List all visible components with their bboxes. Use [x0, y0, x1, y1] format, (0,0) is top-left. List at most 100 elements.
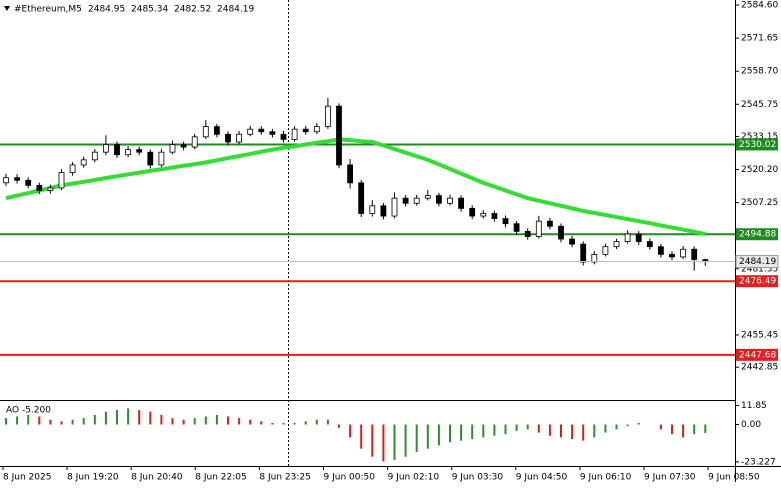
candle-body: [147, 151, 154, 166]
level-label: 2530.02: [739, 140, 776, 150]
candle-body: [324, 105, 331, 128]
ao-title: AO -5.200: [6, 406, 51, 416]
candle-body: [380, 205, 387, 217]
y-tick-label: 2584.60: [741, 1, 778, 11]
candle-body: [280, 133, 287, 140]
candle-body: [513, 223, 520, 232]
x-tick-label: 9 Jun 08:50: [708, 473, 760, 483]
candle-body: [613, 241, 620, 248]
candle-body: [336, 105, 342, 166]
candle-body: [80, 159, 87, 166]
level-label-box: [736, 228, 778, 241]
candle-body: [391, 197, 398, 217]
ao-tick-label: 0.00: [741, 420, 761, 430]
candle-body: [480, 213, 487, 217]
menu-arrow[interactable]: [4, 6, 10, 11]
x-tick-label: 8 Jun 20:40: [131, 473, 183, 483]
candle-body: [369, 205, 376, 214]
ao-tick-label: 11.85: [741, 401, 767, 411]
candle-body: [469, 207, 476, 217]
x-tick-label: 8 Jun 2025: [3, 473, 51, 483]
header-close: 2484.19: [217, 5, 254, 15]
candle-body: [302, 128, 309, 133]
moving-average: [5, 137, 706, 236]
candle-body: [424, 195, 431, 199]
candle-body: [447, 197, 453, 204]
candle-body: [402, 197, 409, 204]
header-low: 2482.52: [174, 5, 211, 15]
candle-body: [91, 151, 98, 161]
candle-body: [435, 195, 442, 204]
x-tick-label: 9 Jun 04:50: [516, 473, 568, 483]
candle-body: [269, 131, 276, 135]
candle-body: [202, 126, 209, 138]
x-tick-label: 9 Jun 06:10: [580, 473, 632, 483]
y-tick-label: 2545.75: [741, 100, 778, 110]
current-price-label: 2484.19: [739, 257, 776, 267]
candle-body: [36, 184, 43, 191]
candle-body: [358, 182, 365, 214]
candle-body: [413, 197, 420, 204]
candle-body: [524, 230, 531, 237]
candle-body: [569, 238, 575, 245]
candle-body: [580, 243, 587, 263]
candle-body: [624, 233, 631, 242]
candle-body: [180, 144, 187, 148]
level-label: 2476.49: [739, 277, 776, 287]
candle-body: [558, 225, 564, 240]
candle-body: [14, 177, 21, 181]
level-label-box: [736, 138, 778, 151]
candle-body: [114, 144, 120, 156]
candle-body: [347, 164, 354, 184]
candle-body: [125, 149, 131, 156]
current-price-box: [735, 255, 779, 269]
candle-body: [213, 126, 220, 135]
level-label: 2494.88: [739, 230, 776, 240]
candle-body: [313, 126, 320, 133]
level-label-box: [736, 275, 778, 288]
x-tick-label: 8 Jun 22:05: [195, 473, 246, 483]
candle-body: [491, 213, 498, 219]
x-tick-label: 9 Jun 00:50: [324, 473, 376, 483]
level-label: 2447.68: [739, 350, 776, 360]
y-tick-label: 2507.25: [741, 198, 778, 208]
ao-tick-label: -23.227: [741, 457, 776, 467]
candle-body: [58, 172, 65, 189]
y-tick-label: 2481.35: [741, 264, 778, 274]
candle-body: [458, 197, 465, 209]
y-tick-label: 2442.85: [741, 363, 778, 373]
candle-body: [691, 248, 698, 261]
candle-body: [47, 187, 54, 191]
candle-body: [236, 133, 243, 143]
y-tick-label: 2558.70: [741, 67, 778, 77]
candle-body: [680, 248, 686, 258]
x-tick-label: 9 Jun 03:30: [452, 473, 504, 483]
candle-body: [535, 220, 542, 237]
candle-body: [591, 253, 598, 263]
x-tick-label: 9 Jun 02:10: [388, 473, 440, 483]
y-tick-label: 2533.15: [741, 132, 778, 142]
x-tick-label: 8 Jun 23:25: [259, 473, 310, 483]
candle-body: [191, 136, 198, 148]
candle-body: [225, 133, 231, 143]
candle-body: [658, 246, 664, 255]
candle-body: [25, 179, 32, 186]
candle-body: [158, 151, 165, 166]
candle-body: [136, 149, 143, 153]
y-tick-label: 2520.20: [741, 165, 778, 175]
header-high: 2485.34: [131, 5, 168, 15]
candle-body: [258, 128, 265, 133]
x-tick-label: 8 Jun 19:20: [67, 473, 119, 483]
level-label-box: [736, 348, 778, 361]
candle-body: [247, 128, 254, 135]
candle-body: [291, 128, 298, 140]
candle-body: [69, 164, 76, 174]
candle-body: [169, 144, 176, 153]
candle-body: [635, 233, 642, 242]
candle-body: [602, 246, 609, 255]
candle-body: [3, 177, 9, 184]
header-open: 2484.95: [88, 5, 125, 15]
candle-body: [103, 144, 109, 153]
candle-body: [646, 241, 653, 248]
y-tick-label: 2571.65: [741, 34, 778, 44]
